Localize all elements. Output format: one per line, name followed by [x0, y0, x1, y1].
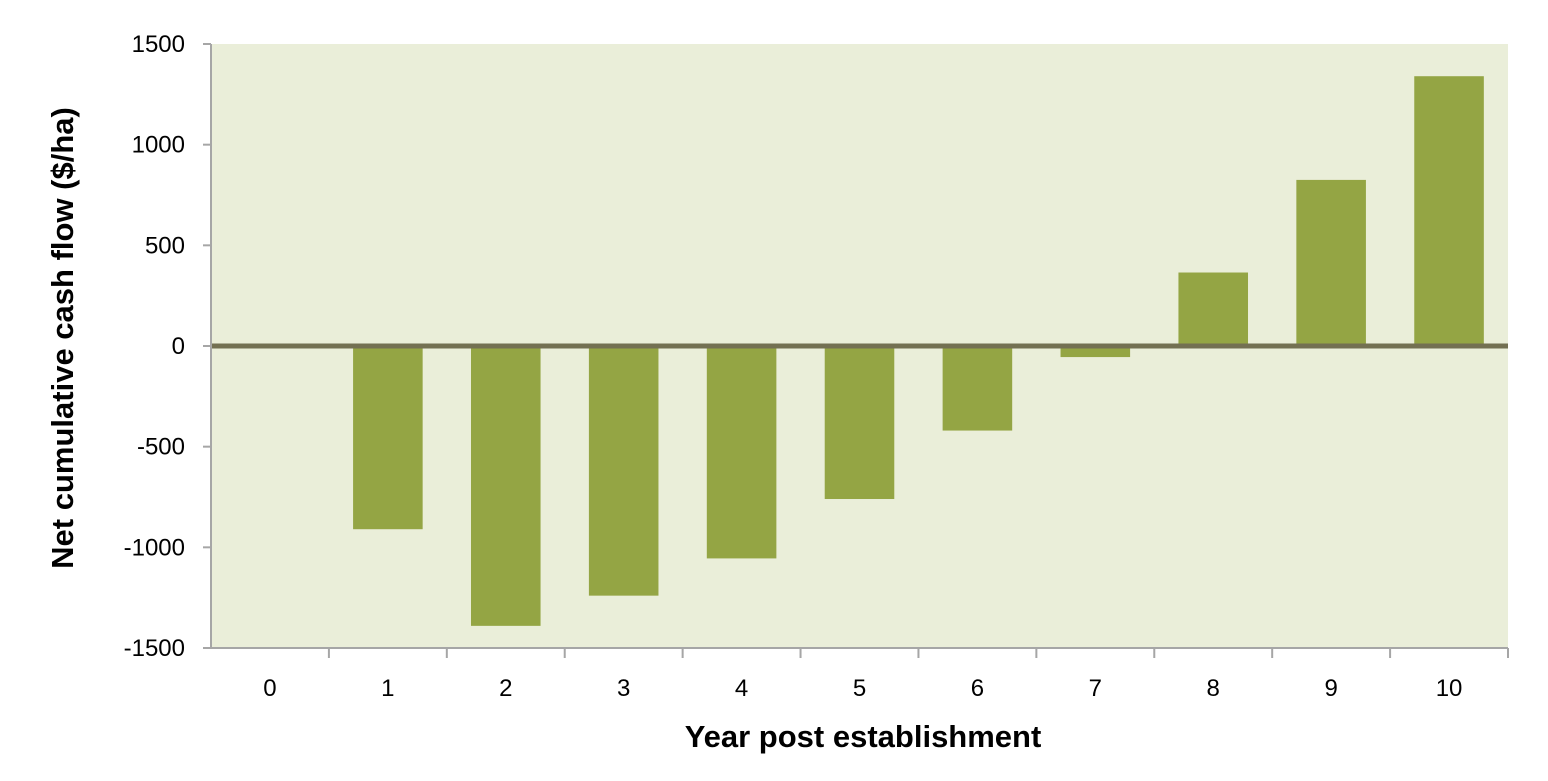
x-tick-label: 8 [1207, 675, 1220, 702]
x-tick-label: 5 [853, 675, 866, 702]
bar-year-2 [470, 346, 541, 626]
y-axis-title: Net cumulative cash flow ($/ha) [45, 107, 80, 569]
y-tick-label: -500 [137, 434, 185, 461]
x-tick-label: 10 [1436, 675, 1463, 702]
x-tick-label: 3 [617, 675, 630, 702]
y-tick-label: -1500 [124, 635, 185, 662]
bar-year-4 [706, 346, 777, 559]
x-tick-label: 1 [381, 675, 394, 702]
x-tick-label: 4 [735, 675, 748, 702]
y-tick-label: 1500 [132, 31, 185, 58]
x-axis-title: Year post establishment [685, 719, 1042, 754]
bar-year-6 [942, 346, 1013, 431]
bar-year-7 [1060, 346, 1131, 358]
x-tick-label: 7 [1089, 675, 1102, 702]
x-tick-label: 0 [263, 675, 276, 702]
x-tick-label: 2 [499, 675, 512, 702]
y-tick-label: 0 [172, 333, 185, 360]
bar-year-9 [1296, 179, 1366, 346]
y-tick-label: -1000 [124, 534, 185, 561]
bar-year-5 [824, 346, 895, 500]
x-tick-label: 6 [971, 675, 984, 702]
bar-year-1 [353, 346, 423, 530]
bar-year-3 [588, 346, 659, 596]
y-tick-label: 500 [145, 232, 185, 259]
y-tick-label: 1000 [132, 132, 185, 159]
bar-year-8 [1178, 272, 1249, 346]
x-tick-label: 9 [1324, 675, 1337, 702]
bar-year-10 [1414, 76, 1484, 347]
